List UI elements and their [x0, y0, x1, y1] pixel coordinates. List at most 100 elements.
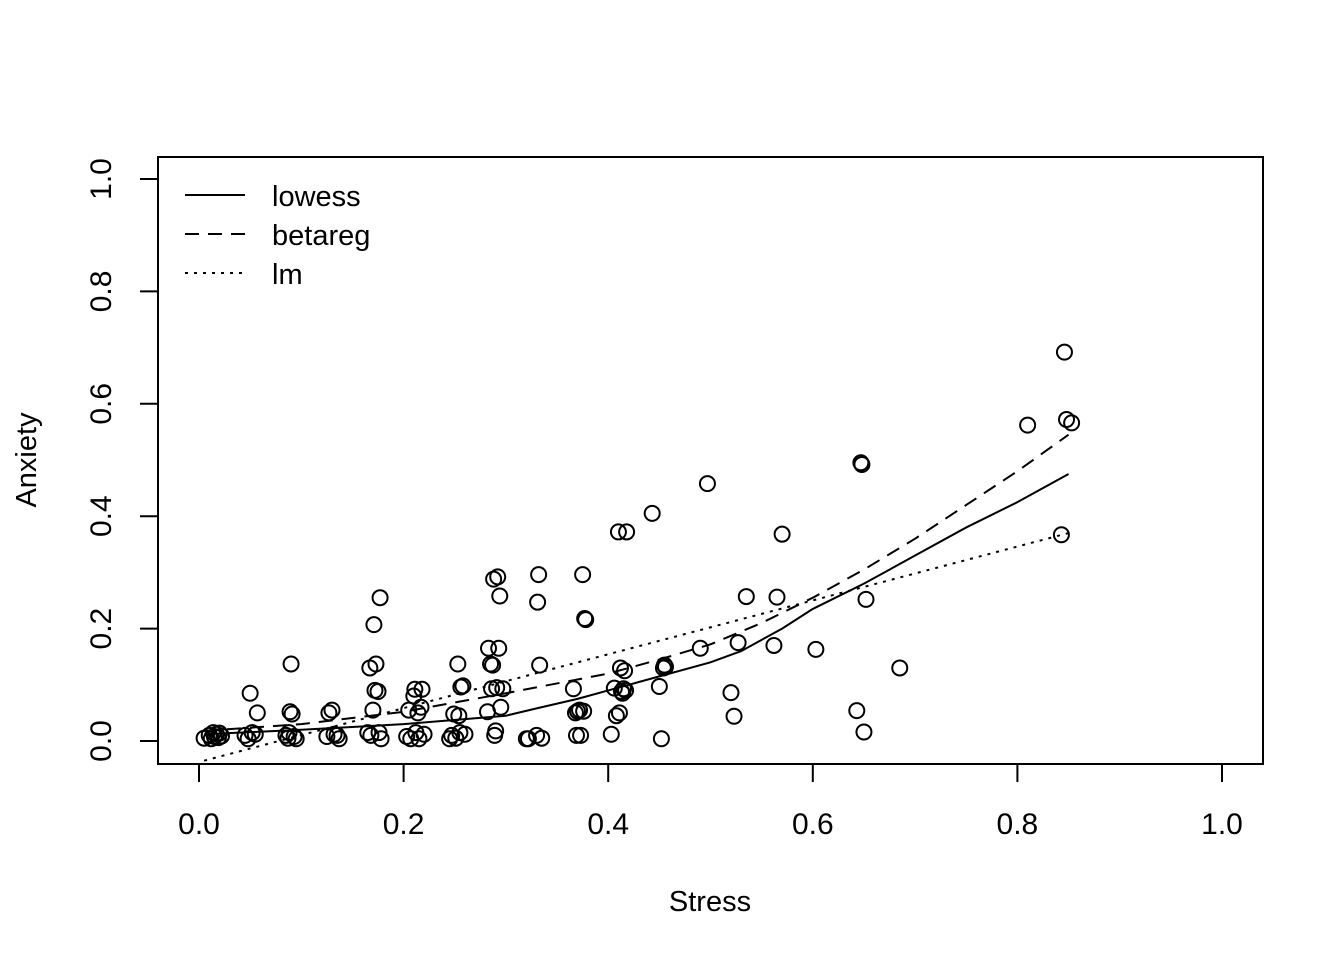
data-point: [566, 704, 584, 722]
x-tick-label: 0.4: [587, 808, 629, 841]
data-point: [323, 701, 341, 719]
data-point: [611, 659, 629, 677]
data-point: [213, 727, 231, 745]
data-point: [768, 588, 786, 606]
data-point: [567, 726, 585, 744]
data-point: [413, 680, 431, 698]
data-point: [602, 725, 620, 743]
data-point: [1058, 411, 1076, 429]
data-point: [490, 639, 508, 657]
data-point: [857, 590, 875, 608]
data-point: [282, 655, 300, 673]
data-point: [365, 616, 383, 634]
data-point: [643, 504, 661, 522]
legend-label-lm: lm: [272, 259, 303, 291]
y-tick-label: 0.6: [85, 383, 118, 425]
fit-lines: [203, 433, 1070, 762]
data-point: [618, 523, 636, 541]
data-point: [773, 525, 791, 543]
data-point: [456, 725, 474, 743]
data-point: [330, 730, 348, 748]
data-point: [575, 702, 593, 720]
data-point: [415, 725, 433, 743]
data-point: [248, 704, 266, 722]
x-tick-label: 0.2: [383, 808, 425, 841]
data-point: [287, 730, 305, 748]
y-tick-label: 0.2: [85, 608, 118, 650]
data-point: [1052, 526, 1070, 544]
data-point: [807, 640, 825, 658]
data-point: [574, 566, 592, 584]
data-point: [617, 681, 635, 699]
x-tick-label: 0.8: [997, 808, 1039, 841]
data-point: [650, 677, 668, 695]
data-point: [1063, 414, 1081, 432]
data-point: [283, 705, 301, 723]
data-point: [367, 655, 385, 673]
data-point: [652, 730, 670, 748]
x-tick-label: 1.0: [1201, 808, 1243, 841]
data-point: [722, 684, 740, 702]
data-point: [443, 726, 461, 744]
data-point: [610, 704, 628, 722]
data-point: [492, 698, 510, 716]
data-point: [362, 726, 380, 744]
data-point: [489, 568, 507, 586]
data-point: [607, 707, 625, 725]
y-tick-label: 0.4: [85, 495, 118, 537]
data-point: [891, 659, 909, 677]
x-tick-label: 0.6: [792, 808, 834, 841]
line-betareg: [204, 433, 1070, 732]
data-point: [691, 639, 709, 657]
legend-label-lowess: lowess: [272, 181, 361, 213]
data-point: [281, 703, 299, 721]
data-point: [487, 722, 505, 740]
data-point: [412, 698, 430, 716]
data-point: [494, 680, 512, 698]
data-point: [285, 728, 303, 746]
line-lowess: [204, 473, 1070, 736]
data-point: [698, 475, 716, 493]
data-point: [577, 611, 595, 629]
data-point: [529, 593, 547, 611]
data-point: [450, 707, 468, 725]
legend-label-betareg: betareg: [272, 220, 370, 252]
data-point: [210, 724, 228, 742]
data-point: [656, 658, 674, 676]
x-axis-title: Stress: [669, 886, 751, 918]
data-point: [364, 701, 382, 719]
y-tick-label: 0.8: [85, 271, 118, 313]
data-point: [246, 725, 264, 743]
data-point: [530, 566, 548, 584]
data-point: [410, 730, 428, 748]
data-point: [369, 683, 387, 701]
data-point: [236, 726, 254, 744]
data-point: [241, 684, 259, 702]
data-point: [853, 455, 871, 473]
y-tick-label: 1.0: [85, 158, 118, 200]
data-point: [1019, 416, 1037, 434]
data-point: [572, 726, 590, 744]
y-tick-label: 0.0: [85, 720, 118, 762]
data-point: [737, 588, 755, 606]
data-point: [848, 702, 866, 720]
legend: lowess betareg lm: [185, 181, 370, 291]
data-point: [320, 704, 338, 722]
data-point: [519, 730, 537, 748]
data-point: [491, 587, 509, 605]
data-point: [454, 677, 472, 695]
data-point: [372, 730, 390, 748]
data-points: [195, 343, 1081, 748]
data-point: [616, 662, 634, 680]
data-point: [328, 726, 346, 744]
data-point: [564, 680, 582, 698]
data-point: [406, 680, 424, 698]
data-point: [484, 656, 502, 674]
data-point: [609, 523, 627, 541]
x-axis: 0.0 0.2 0.4 0.6 0.8 1.0: [178, 763, 1243, 841]
data-point: [765, 636, 783, 654]
data-point: [725, 707, 743, 725]
data-point: [533, 729, 551, 747]
x-tick-label: 0.0: [178, 808, 220, 841]
